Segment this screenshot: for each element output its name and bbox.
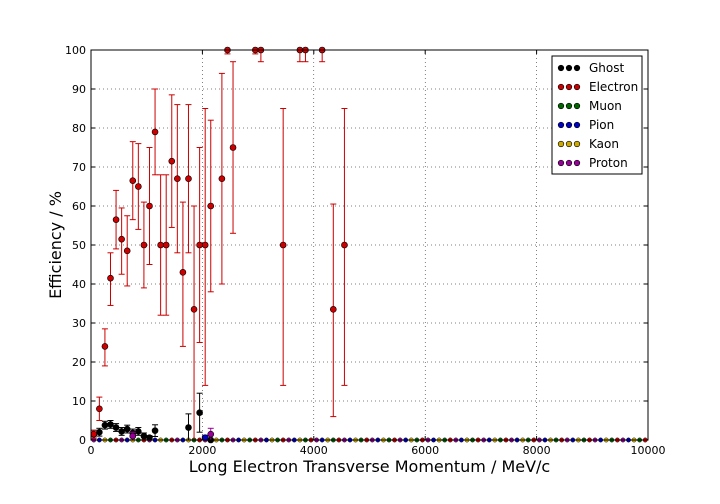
series-ghost — [90, 392, 215, 444]
legend-marker — [565, 102, 573, 110]
data-point — [135, 428, 142, 435]
data-point — [201, 241, 209, 249]
legend-marker — [557, 102, 565, 110]
data-point — [96, 405, 103, 413]
data-point — [107, 421, 114, 428]
data-point — [101, 421, 109, 429]
data-point — [129, 432, 137, 440]
y-tick-label: 90 — [72, 83, 86, 96]
legend-marker — [565, 83, 573, 91]
legend-label: Proton — [589, 156, 628, 170]
x-tick-label: 4000 — [300, 444, 328, 457]
legend-marker — [573, 83, 581, 91]
legend-box — [551, 55, 643, 175]
data-point — [162, 241, 170, 249]
data-point — [140, 241, 148, 249]
legend-label: Pion — [589, 118, 614, 132]
legend-label: Muon — [589, 99, 622, 113]
legend-label: Kaon — [589, 137, 619, 151]
legend-marker — [565, 64, 573, 72]
data-point — [185, 424, 192, 431]
y-tick-label: 20 — [72, 356, 86, 369]
legend-marker — [557, 121, 565, 129]
legend-marker — [573, 121, 581, 129]
legend-marker — [573, 140, 581, 148]
series-electron — [90, 46, 348, 441]
y-tick-label: 50 — [72, 239, 86, 252]
legend-marker — [565, 140, 573, 148]
data-point — [218, 175, 226, 182]
data-point — [341, 241, 348, 249]
x-tick-label: 10000 — [631, 444, 666, 457]
data-point — [96, 428, 103, 436]
data-point — [90, 430, 98, 438]
x-axis-label: Long Electron Transverse Momentum / MeV/… — [189, 457, 550, 476]
y-tick-label: 0 — [79, 434, 86, 447]
data-point — [185, 175, 192, 182]
legend-label: Ghost — [589, 61, 624, 75]
y-tick-label: 40 — [72, 278, 86, 291]
legend-label: Electron — [589, 80, 638, 94]
data-point — [229, 144, 237, 151]
legend-marker — [573, 159, 581, 167]
data-point — [190, 306, 198, 313]
data-point — [196, 241, 203, 249]
legend-marker — [557, 140, 565, 148]
data-point — [123, 425, 131, 433]
data-point — [112, 424, 120, 431]
y-tick-label: 30 — [72, 317, 86, 330]
y-axis-label: Efficiency / % — [46, 191, 65, 299]
x-tick-label: 0 — [88, 444, 95, 457]
y-tick-label: 80 — [72, 122, 86, 135]
data-point — [196, 409, 203, 417]
axis-ticks: 0 2000 4000 6000 8000 10000 0 10 20 30 40 50 60 70 80 9… — [65, 44, 666, 457]
data-point — [118, 235, 125, 243]
y-tick-label: 100 — [65, 44, 86, 57]
data-point — [107, 274, 114, 282]
y-tick-label: 60 — [72, 200, 86, 213]
data-marks — [90, 46, 348, 444]
data-point — [179, 268, 187, 276]
data-point — [123, 247, 131, 255]
data-point — [151, 427, 159, 434]
x-tick-label: 6000 — [411, 444, 439, 457]
data-point — [207, 202, 215, 210]
data-point — [129, 177, 137, 184]
data-point — [146, 434, 153, 441]
data-point — [112, 216, 120, 223]
data-point — [279, 241, 287, 249]
legend-marker — [557, 159, 565, 167]
data-point — [329, 306, 337, 313]
data-point — [146, 202, 153, 210]
data-point — [157, 241, 164, 249]
legend-marker — [565, 159, 573, 167]
legend-marker — [573, 102, 581, 110]
legend: Ghost Electron Muon Pion Kaon Proton — [551, 55, 643, 175]
data-point — [118, 428, 125, 435]
data-point — [168, 157, 176, 165]
data-point — [135, 183, 142, 190]
x-tick-label: 8000 — [523, 444, 551, 457]
x-tick-label: 2000 — [188, 444, 216, 457]
data-point — [174, 175, 181, 182]
legend-marker — [557, 64, 565, 72]
legend-marker — [573, 64, 581, 72]
data-point — [140, 432, 148, 440]
data-point — [207, 430, 215, 438]
legend-marker — [565, 121, 573, 129]
y-tick-label: 10 — [72, 395, 86, 408]
data-point — [101, 343, 109, 350]
data-point — [151, 128, 159, 136]
y-tick-label: 70 — [72, 161, 86, 174]
legend-marker — [557, 83, 565, 91]
